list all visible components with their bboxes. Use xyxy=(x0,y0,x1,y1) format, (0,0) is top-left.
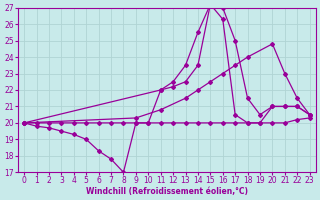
X-axis label: Windchill (Refroidissement éolien,°C): Windchill (Refroidissement éolien,°C) xyxy=(86,187,248,196)
